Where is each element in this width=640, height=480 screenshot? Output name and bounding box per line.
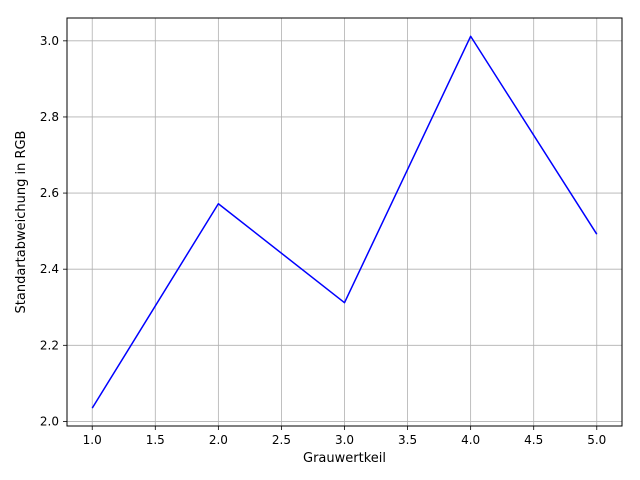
- x-tick-label: 3.0: [335, 433, 354, 447]
- series-line-0: [91, 35, 598, 409]
- x-tick-label: 3.5: [398, 433, 417, 447]
- x-tick-label: 1.5: [146, 433, 165, 447]
- x-tick-label: 2.5: [272, 433, 291, 447]
- y-tick-label: 2.0: [40, 414, 59, 428]
- grid: [67, 18, 622, 426]
- series-layer: [91, 35, 598, 409]
- y-tick-label: 2.8: [40, 110, 59, 124]
- y-tick-label: 3.0: [40, 34, 59, 48]
- y-tick-label: 2.2: [40, 338, 59, 352]
- y-tick-label: 2.6: [40, 186, 59, 200]
- x-tick-label: 2.0: [209, 433, 228, 447]
- x-tick-label: 4.0: [461, 433, 480, 447]
- x-axis-label: Grauwertkeil: [303, 451, 386, 466]
- ticks: 1.0 1.5 2.0 2.5 3.0 3.5 4.0 4.5 5.0 2.0 2.2 2.4 2.6 2…: [40, 34, 606, 447]
- y-tick-label: 2.4: [40, 262, 59, 276]
- y-axis-label: Standartabweichung in RGB: [14, 131, 29, 314]
- x-tick-label: 1.0: [83, 433, 102, 447]
- x-tick-label: 5.0: [587, 433, 606, 447]
- x-tick-label: 4.5: [524, 433, 543, 447]
